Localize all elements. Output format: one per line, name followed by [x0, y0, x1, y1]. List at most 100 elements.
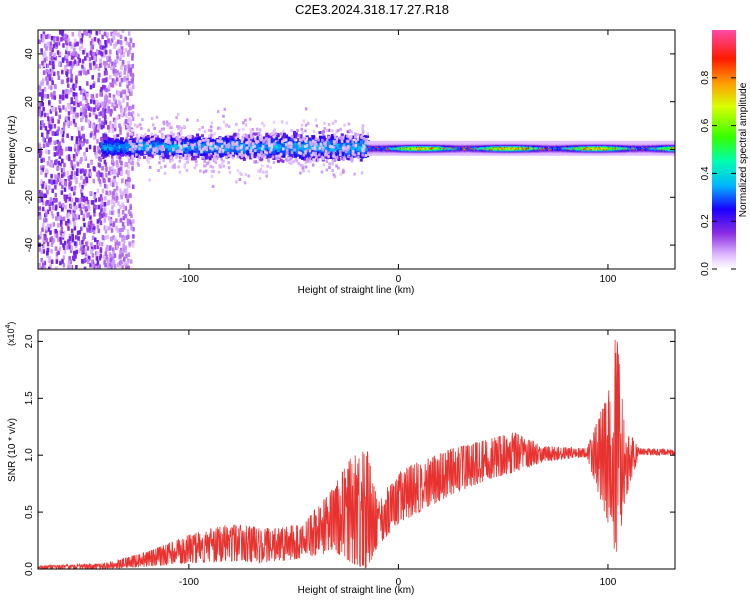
spectrogram-cell [104, 50, 108, 55]
spectrogram-cell [206, 141, 210, 145]
spectrogram-cell [130, 128, 134, 132]
spectrogram-cell [359, 143, 363, 147]
spectrogram-cell [286, 151, 289, 155]
spectrogram-cell [74, 96, 78, 101]
spectrogram-cell [159, 157, 163, 161]
spectrogram-cell [119, 105, 123, 110]
spectrogram-cell [183, 165, 187, 169]
spectrogram-cell [246, 151, 250, 155]
spectrogram-cell [311, 135, 315, 139]
spectrogram-cell [65, 46, 69, 51]
spectrogram-cell [43, 260, 46, 266]
spectrogram-cell [170, 130, 173, 134]
spectrogram-cell [95, 124, 99, 129]
spectrogram-cell [153, 152, 157, 156]
spectrogram-cell [41, 167, 44, 173]
spectrogram-cell [127, 258, 130, 263]
spectrogram-cell [286, 145, 290, 149]
spectrogram-cell [159, 143, 163, 147]
spectrogram-cell [81, 59, 85, 64]
spectrogram-cell [219, 126, 222, 130]
spectrogram-cell [80, 117, 83, 123]
spectrogram-cell [330, 154, 334, 158]
spectrogram-cell [265, 143, 269, 147]
spectrogram-cell [52, 55, 56, 60]
spectrogram-cell [127, 60, 130, 66]
spectrogram-cell [119, 228, 122, 233]
spectrogram-cell [113, 71, 116, 77]
spectrogram-cell [224, 124, 228, 128]
spectrogram-cell [76, 171, 79, 177]
spectrogram-cell [71, 165, 75, 171]
spectrogram-cell [138, 156, 141, 160]
spectrogram-cell [134, 142, 138, 146]
spectrogram-cell [98, 117, 101, 123]
spectrogram-cell [103, 85, 107, 90]
spectrogram-cell [172, 164, 176, 168]
spectrogram-cell [71, 233, 75, 239]
spectrogram-cell [130, 78, 134, 84]
spectrogram-cell [113, 147, 117, 151]
spectrogram-cell [66, 69, 69, 74]
spectrogram-cell [180, 126, 184, 130]
spectrogram-cell [64, 107, 68, 112]
spectrogram-cell [372, 152, 375, 155]
spectrogram-cell [123, 257, 126, 262]
spectrogram-cell [314, 153, 317, 157]
spectrogram-cell [239, 146, 243, 150]
spectrogram-cell [78, 182, 82, 188]
spectrogram-cell [175, 147, 179, 151]
spectrogram-cell [375, 150, 378, 153]
spectrogram-cell [205, 150, 209, 154]
spectrogram-cell [98, 197, 101, 202]
spectrogram-cell [105, 190, 108, 196]
spectrogram-cell [103, 138, 107, 142]
spectrogram-cell [227, 142, 231, 146]
spectrogram-cell [81, 114, 85, 120]
spectrogram-cell [127, 31, 131, 36]
spectrogram-cell [94, 104, 98, 110]
spectrogram-cell [368, 145, 371, 148]
spectrogram-cell [192, 148, 196, 152]
spectrogram-cell [70, 97, 73, 102]
spectrogram-cell [49, 51, 52, 57]
spectrogram-cell [46, 34, 50, 39]
spectrogram-cell [42, 143, 46, 149]
spectrogram-cell [227, 166, 231, 170]
spectrogram-cell [212, 141, 215, 145]
spectrogram-cell [75, 99, 79, 105]
spectrogram-cell [51, 118, 55, 124]
spectrogram-cell [211, 138, 215, 142]
spectrogram-cell [162, 134, 166, 138]
spectrogram-cell [81, 168, 85, 173]
spectrogram-cell [79, 159, 82, 164]
spectrogram-cell [99, 220, 103, 226]
spectrogram-cell [299, 149, 303, 153]
spectrogram-cell [112, 117, 116, 123]
spectrogram-cell [40, 33, 43, 39]
spectrogram-cell [45, 34, 48, 40]
spectrogram-cell [68, 146, 71, 152]
spectrogram-cell [231, 148, 235, 152]
spectrogram-cell [100, 208, 103, 213]
spectrogram-cell [107, 225, 110, 231]
spectrogram-cell [40, 179, 43, 184]
spectrogram-cell [321, 130, 325, 134]
spectrogram-cell [368, 151, 371, 154]
spectrogram-cell [126, 194, 130, 200]
spectrogram-cell [41, 266, 44, 269]
spectrogram-cell [225, 140, 229, 144]
spectrogram-cell [191, 143, 195, 147]
spectrogram-cell [112, 254, 115, 259]
spectrogram-cell [99, 103, 102, 108]
spectrogram-cell [116, 134, 120, 138]
spectrogram-cell [328, 165, 331, 169]
spectrogram-cell [72, 92, 76, 97]
spectrogram-cell [118, 260, 122, 266]
spectrogram-cell [135, 154, 139, 158]
spectrogram-cell [101, 120, 104, 126]
spectrogram-cell [81, 103, 85, 109]
spectrogram-cell [265, 132, 269, 136]
spectrogram-cell [120, 171, 123, 176]
spectrogram-cell [269, 165, 272, 169]
